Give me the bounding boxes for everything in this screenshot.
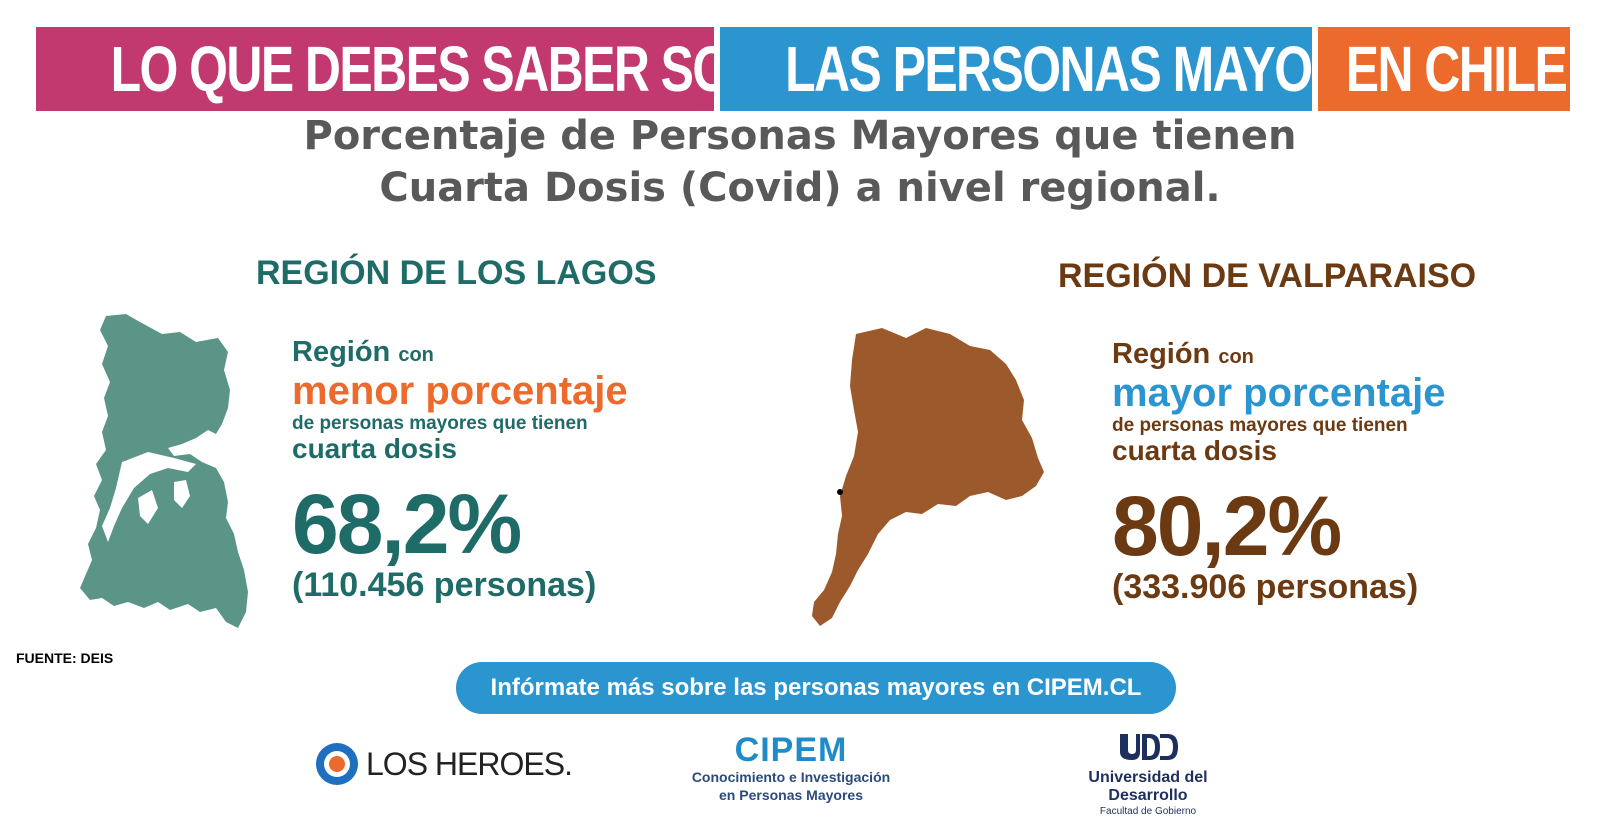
percentage-value: 80,2% bbox=[1112, 479, 1342, 573]
con-label: con bbox=[1218, 346, 1254, 368]
page-title-line-1: Porcentaje de Personas Mayores que tiene… bbox=[303, 113, 1297, 159]
highlight-label: mayor porcentaje bbox=[1112, 371, 1446, 415]
region-label: Región bbox=[292, 336, 391, 368]
people-count: (110.456 personas) bbox=[292, 566, 597, 604]
udd-title: Universidad del Desarrollo bbox=[1088, 769, 1208, 804]
people-count: (333.906 personas) bbox=[1112, 568, 1419, 606]
percentage-value: 68,2% bbox=[292, 477, 522, 571]
source-note: FUENTE: DEIS bbox=[16, 650, 114, 666]
banner-segment-orange: EN CHILE bbox=[1318, 27, 1570, 111]
valparaiso-region-map-icon bbox=[812, 328, 1044, 626]
udd-mark-icon bbox=[1120, 734, 1178, 760]
region-label: Región bbox=[1112, 338, 1211, 370]
los-lagos-region-map-icon bbox=[80, 314, 248, 628]
description-2: cuarta dosis bbox=[1112, 435, 1277, 466]
banner-text-1: LO QUE DEBES SABER SOBRE bbox=[110, 33, 832, 105]
banner-segment-blue: LAS PERSONAS MAYORES bbox=[720, 27, 1411, 111]
los-heroes-text: LOS HEROES. bbox=[366, 745, 573, 782]
cipem-logo[interactable]: CIPEM Conocimiento e Investigación en Pe… bbox=[688, 732, 894, 804]
target-circle-logo-icon bbox=[316, 743, 358, 785]
con-label: con bbox=[398, 344, 434, 366]
cipem-title: CIPEM bbox=[734, 731, 848, 769]
region-heading-valparaiso: REGIÓN DE VALPARAISO bbox=[1058, 257, 1477, 295]
los-lagos-info: Región con menor porcentaje de personas … bbox=[292, 336, 628, 605]
cta-link-button[interactable]: Infórmate más sobre las personas mayores… bbox=[456, 662, 1176, 714]
banner-text-2: LAS PERSONAS MAYORES bbox=[785, 33, 1411, 105]
valparaiso-info: Región con mayor porcentaje de personas … bbox=[1112, 338, 1445, 607]
highlight-label: menor porcentaje bbox=[292, 369, 628, 413]
page-title-line-2: Cuarta Dosis (Covid) a nivel regional. bbox=[379, 165, 1221, 211]
banner-text-3: EN CHILE bbox=[1345, 33, 1568, 105]
los-heroes-logo[interactable]: LOS HEROES. bbox=[314, 738, 573, 790]
banner-segment-magenta: LO QUE DEBES SABER SOBRE bbox=[36, 27, 832, 111]
udd-subtitle: Facultad de Gobierno bbox=[1099, 806, 1197, 817]
description: de personas mayores que tienen bbox=[1112, 415, 1408, 436]
description-2: cuarta dosis bbox=[292, 433, 457, 464]
cipem-subtitle-2: en Personas Mayores bbox=[719, 787, 863, 803]
description: de personas mayores que tienen bbox=[292, 413, 588, 434]
udd-logo[interactable]: Universidad del Desarrollo Facultad de G… bbox=[1048, 732, 1248, 819]
cipem-subtitle-1: Conocimiento e Investigación bbox=[691, 769, 891, 785]
region-heading-los-lagos: REGIÓN DE LOS LAGOS bbox=[256, 254, 657, 292]
